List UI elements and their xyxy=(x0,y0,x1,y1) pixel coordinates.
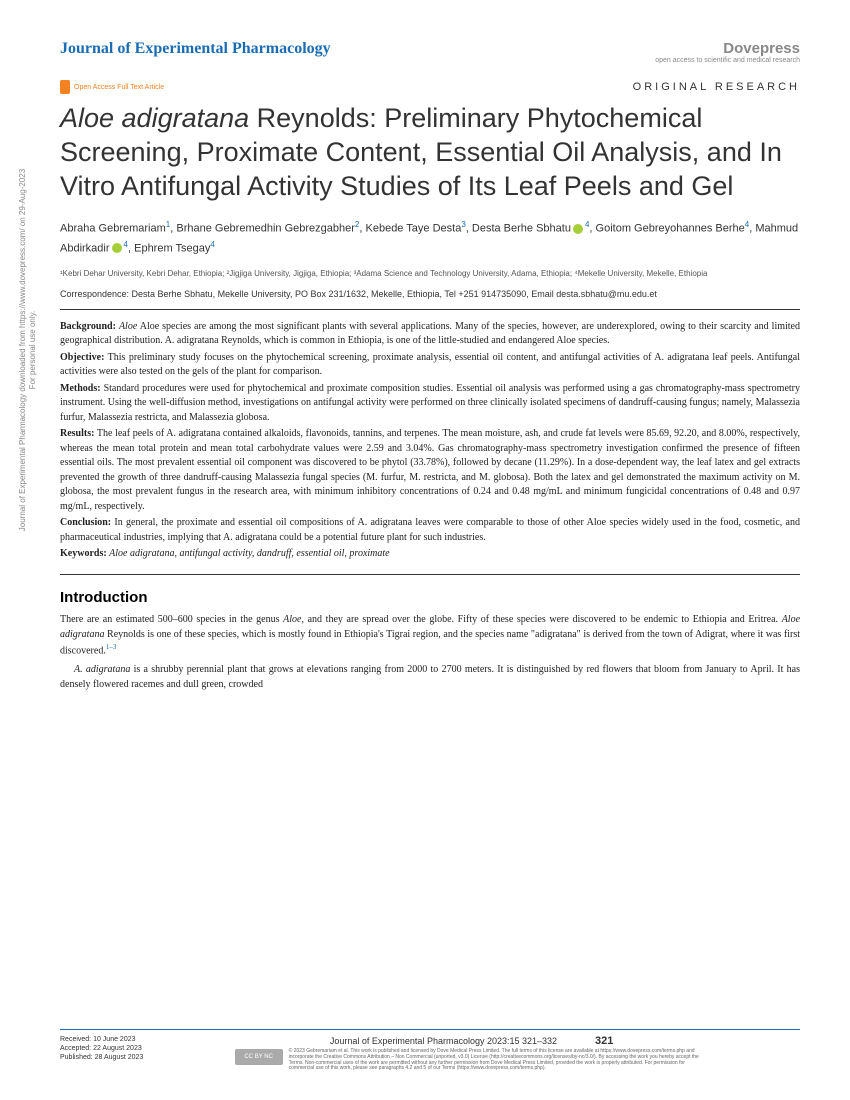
correspondence: Correspondence: Desta Berhe Sbhatu, Meke… xyxy=(60,289,800,310)
affiliations: ¹Kebri Dehar University, Kebri Dehar, Et… xyxy=(60,268,800,279)
article-title: Aloe adigratana Reynolds: Preliminary Ph… xyxy=(60,102,800,203)
publisher-tagline: open access to scientific and medical re… xyxy=(655,57,800,64)
cc-badge-icon: CC BY NC xyxy=(235,1049,283,1065)
author-list: Abraha Gebremariam1, Brhane Gebremedhin … xyxy=(60,219,800,258)
article-dates: Received: 10 June 2023 Accepted: 22 Augu… xyxy=(60,1035,143,1062)
page-footer: Received: 10 June 2023 Accepted: 22 Augu… xyxy=(60,1029,800,1072)
open-access-row: Open Access Full Text Article ORIGINAL R… xyxy=(60,80,800,94)
header: Journal of Experimental Pharmacology Dov… xyxy=(60,40,800,64)
lock-open-icon xyxy=(60,80,70,94)
abstract: Background: Aloe Aloe species are among … xyxy=(60,320,800,575)
open-access-label: Open Access Full Text Article xyxy=(74,84,164,91)
open-access-badge: Open Access Full Text Article xyxy=(60,80,164,94)
download-attribution: Journal of Experimental Pharmacology dow… xyxy=(18,150,39,550)
orcid-icon xyxy=(573,224,583,234)
introduction-body: There are an estimated 500–600 species i… xyxy=(60,612,800,692)
publisher-block: Dovepress open access to scientific and … xyxy=(655,40,800,64)
orcid-icon xyxy=(112,243,122,253)
publisher-name: Dovepress xyxy=(655,40,800,57)
license-text: © 2023 Gebremariam et al. This work is p… xyxy=(289,1049,709,1072)
page-content: Journal of Experimental Pharmacology Dov… xyxy=(60,0,800,692)
journal-name: Journal of Experimental Pharmacology xyxy=(60,40,331,58)
section-heading-introduction: Introduction xyxy=(60,589,800,606)
license-block: CC BY NC © 2023 Gebremariam et al. This … xyxy=(143,1049,800,1072)
article-type: ORIGINAL RESEARCH xyxy=(633,81,800,93)
footer-citation: Journal of Experimental Pharmacology 202… xyxy=(143,1035,800,1072)
